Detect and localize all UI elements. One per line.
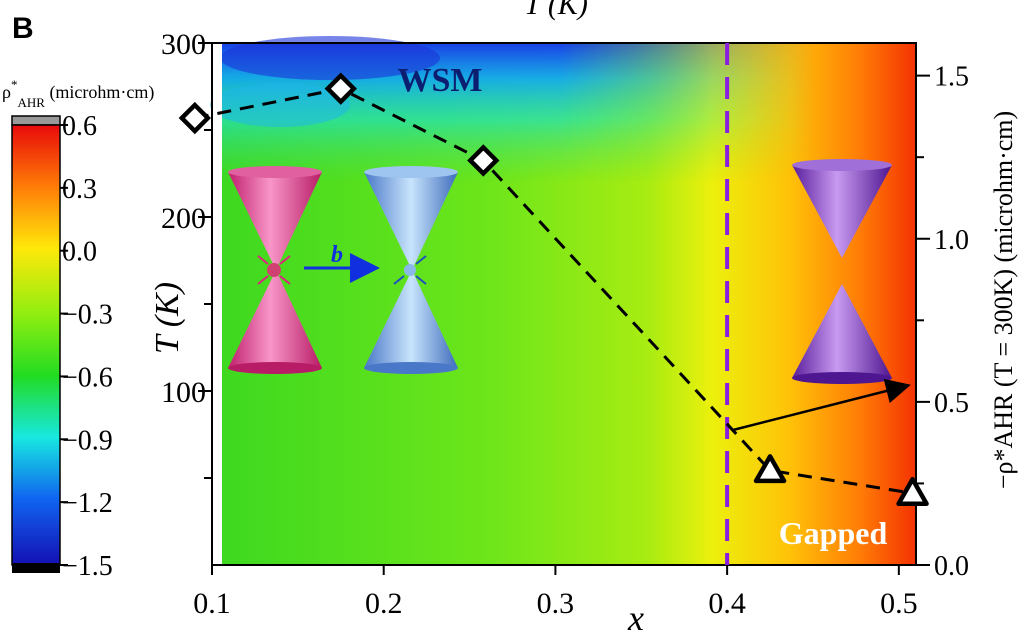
x-tick-label-3: 0.4 (708, 587, 746, 620)
x-tick-label-2: 0.3 (537, 587, 575, 620)
diamond-point-1 (324, 72, 357, 105)
weyl-cone-pink (228, 166, 322, 374)
y2-tick-label-1: 0.5 (934, 388, 969, 419)
triangle-point-1 (896, 476, 929, 506)
data-series (178, 72, 929, 506)
phase-label-wsm: WSM (398, 62, 483, 99)
gapped-cone-purple (792, 159, 892, 384)
triangle-point-0 (753, 454, 787, 484)
colorbar (11, 124, 61, 566)
colorbar-title: ρ*AHR (microhm·cm) (2, 77, 154, 110)
colorbar-tick-label-3: −0.3 (62, 300, 113, 331)
y-tick-label-2: 300 (161, 28, 206, 61)
y-axis-label: T (K) (149, 282, 186, 354)
y-axis-left: 100 200 300 (161, 28, 212, 479)
colorbar-tick-label-0: 0.6 (62, 111, 97, 142)
colorbar-tick-label-5: −0.9 (62, 425, 113, 456)
top-axis-label: T (K) (524, 0, 588, 21)
colorbar-tick-label-1: 0.3 (62, 174, 97, 205)
diamond-point-0 (178, 101, 212, 135)
panel-label: B (12, 12, 34, 45)
diamond-point-2 (467, 144, 500, 177)
field-label: b (331, 242, 343, 268)
x-axis-label: x (627, 598, 644, 636)
y-tick-label-0: 100 (161, 376, 206, 409)
colorbar-title-symbol: ρ (2, 82, 11, 102)
colorbar-tick-label-2: 0.0 (62, 237, 97, 268)
x-tick-label-0: 0.1 (193, 587, 231, 620)
colorbar-tick-label-6: −1.2 (62, 488, 113, 519)
y2-tick-label-0: 0.0 (934, 551, 969, 582)
heatmap (210, 36, 916, 565)
phase-label-gapped: Gapped (779, 515, 888, 551)
y-tick-label-1: 200 (161, 202, 206, 235)
colorbar-ticks: 0.6 0.3 0.0 −0.3 −0.6 −0.9 −1.2 −1.5 (60, 111, 113, 582)
x-tick-label-1: 0.2 (365, 587, 403, 620)
colorbar-tick-label-4: −0.6 (62, 362, 113, 393)
y2-axis-label: −ρ*AHR (T = 300K) (microhm·cm) (989, 111, 1018, 489)
colorbar-tick-label-7: −1.5 (62, 551, 113, 582)
colorbar-cap (11, 115, 61, 126)
x-axis: 0.1 0.2 0.3 0.4 0.5 (193, 565, 918, 620)
weyl-cone-blue (364, 166, 458, 374)
x-tick-label-4: 0.5 (880, 587, 918, 620)
y2-tick-label-2: 1.0 (934, 225, 969, 256)
y2-tick-label-3: 1.5 (934, 62, 969, 93)
inset-pointer-arrow (732, 378, 911, 432)
